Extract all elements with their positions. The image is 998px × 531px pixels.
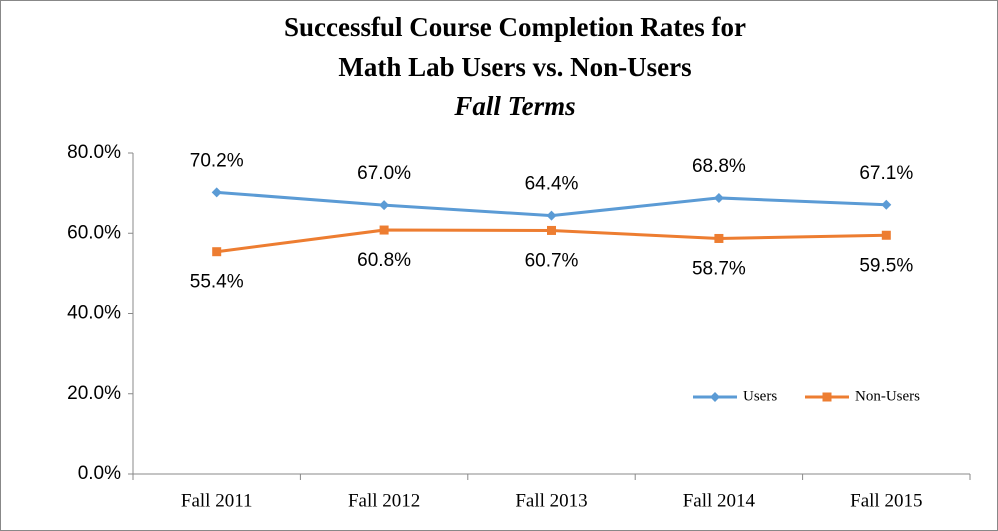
marker	[212, 247, 222, 257]
x-tick-label: Fall 2014	[683, 490, 756, 511]
data-label: 64.4%	[525, 174, 579, 195]
legend-label: Users	[743, 388, 777, 404]
marker	[547, 225, 556, 235]
marker	[714, 233, 724, 243]
marker	[379, 200, 390, 211]
chart-title: Successful Course Completion Rates for	[284, 12, 746, 42]
marker	[881, 230, 891, 240]
y-tick-label: 60.0%	[67, 222, 121, 243]
data-label: 70.2%	[190, 150, 244, 171]
data-label: 68.8%	[692, 156, 746, 177]
marker	[881, 199, 892, 210]
x-tick-label: Fall 2013	[515, 490, 587, 511]
x-tick-label: Fall 2015	[850, 490, 922, 511]
y-tick-label: 40.0%	[67, 303, 121, 324]
data-label: 67.1%	[859, 163, 913, 184]
chart-title: Math Lab Users vs. Non-Users	[338, 52, 691, 82]
marker	[713, 192, 724, 203]
marker	[546, 210, 557, 221]
marker	[710, 392, 720, 402]
data-label: 59.5%	[859, 255, 913, 276]
marker	[211, 187, 222, 198]
data-label: 67.0%	[357, 163, 411, 184]
data-label: 60.8%	[357, 250, 411, 271]
data-label: 55.4%	[190, 272, 244, 293]
marker	[379, 225, 389, 235]
x-tick-label: Fall 2011	[181, 490, 253, 511]
marker	[822, 392, 832, 402]
x-tick-label: Fall 2012	[348, 490, 420, 511]
data-label: 60.7%	[525, 250, 579, 271]
data-label: 58.7%	[692, 258, 746, 279]
chart-subtitle: Fall Terms	[453, 91, 575, 121]
y-tick-label: 20.0%	[67, 383, 121, 404]
y-tick-label: 80.0%	[67, 142, 121, 163]
legend-label: Non-Users	[855, 388, 920, 404]
y-tick-label: 0.0%	[78, 463, 121, 484]
